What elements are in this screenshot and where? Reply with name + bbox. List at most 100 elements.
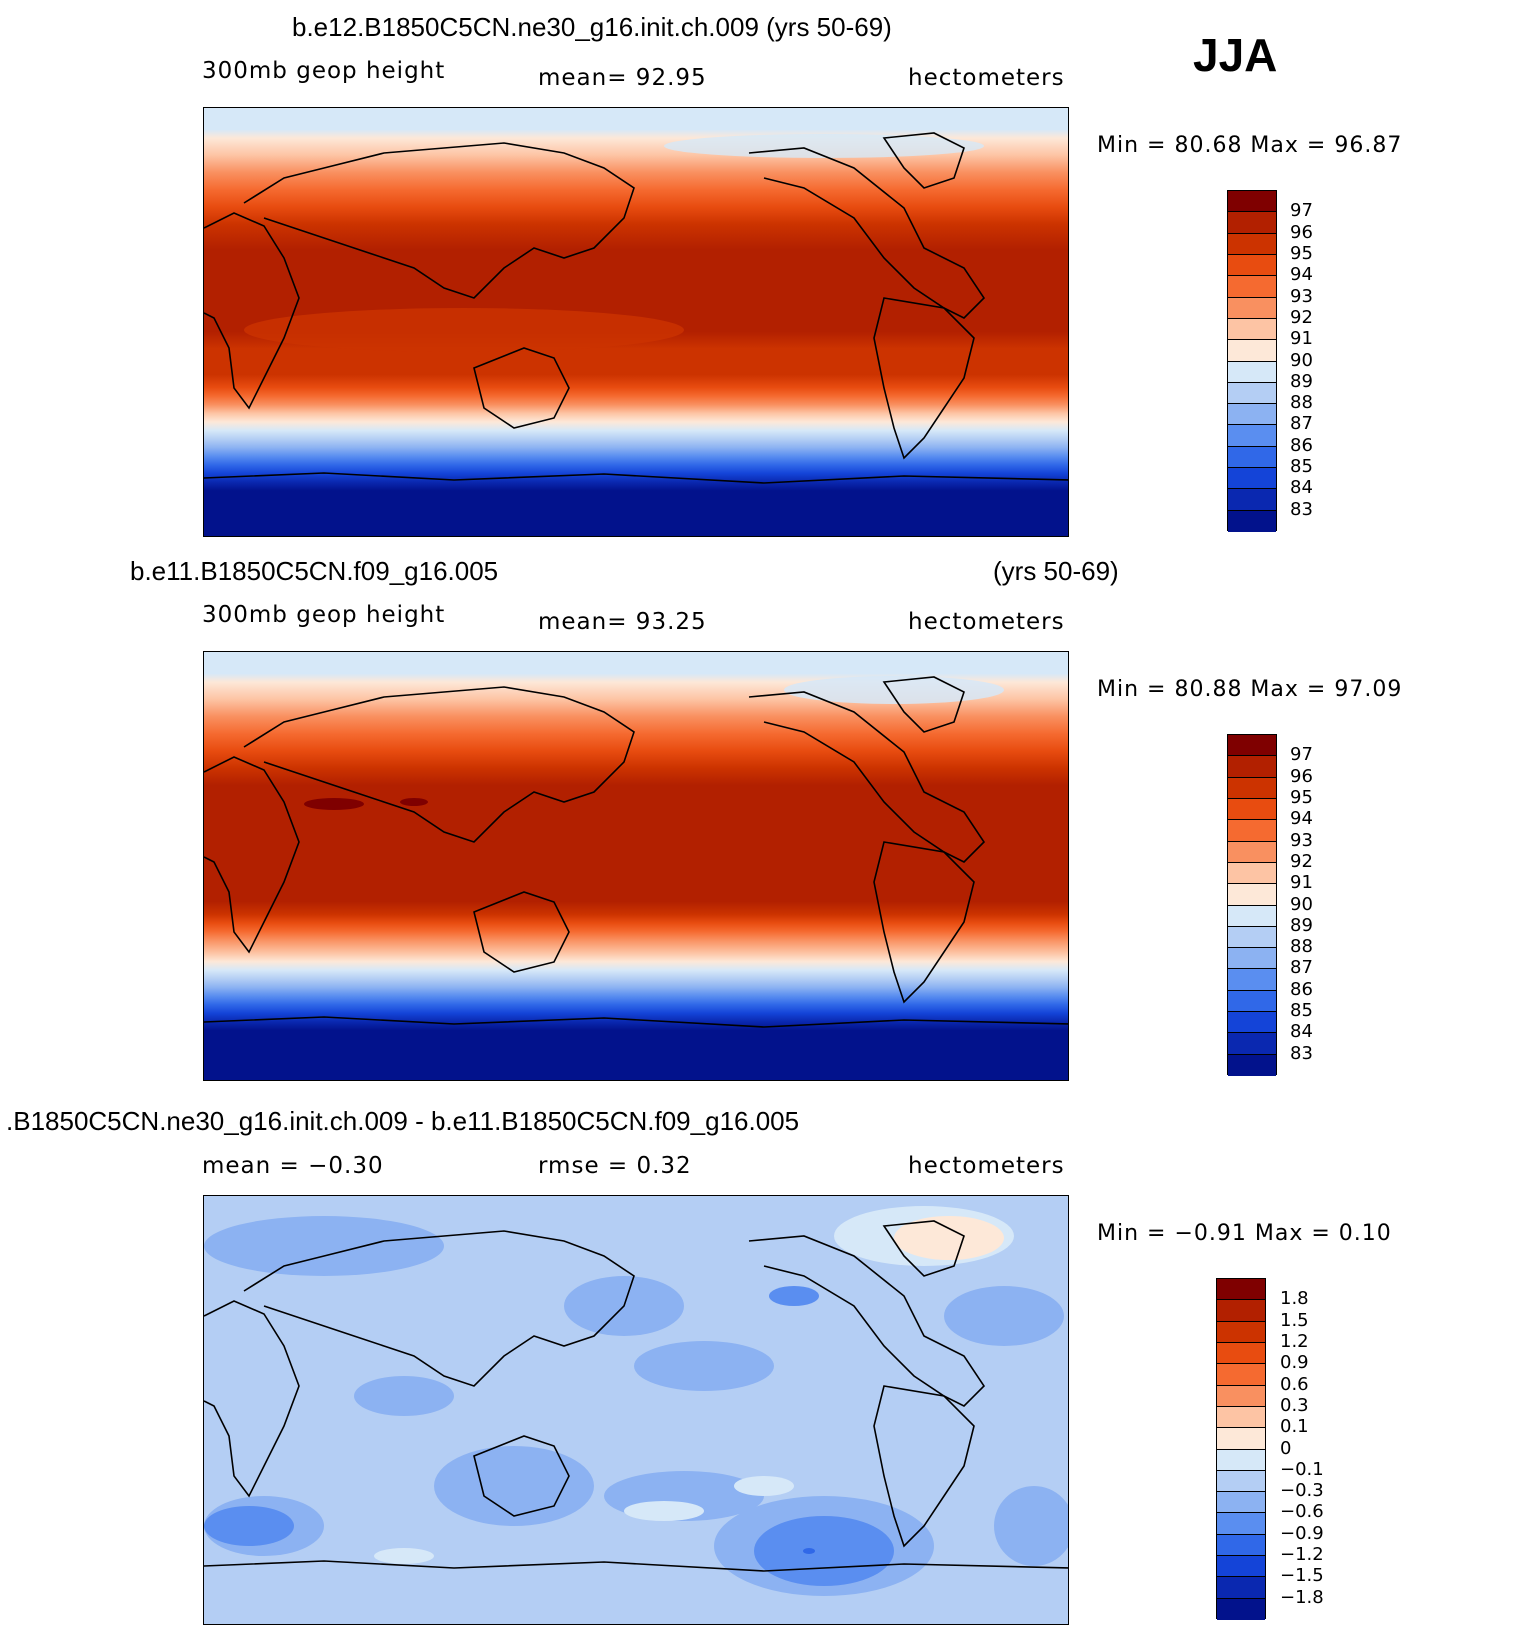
colorbar-swatch — [1228, 756, 1276, 778]
colorbar-swatch — [1217, 1406, 1265, 1429]
colorbar-swatch — [1228, 340, 1276, 362]
colorbar-tick-label: 88 — [1290, 392, 1313, 414]
colorbar-swatch — [1217, 1428, 1265, 1450]
colorbar-swatch — [1228, 191, 1276, 213]
colorbar-tick-label: −1.8 — [1280, 1586, 1324, 1608]
colorbar-swatch — [1228, 990, 1276, 1013]
colorbar-tick-label: 96 — [1290, 221, 1313, 243]
panel2-title: b.e11.B1850C5CN.f09_g16.005 — [130, 556, 499, 586]
panel2-mean: mean= 93.25 — [538, 609, 707, 635]
colorbar-swatch — [1228, 212, 1276, 234]
colorbar-tick-label: 91 — [1290, 872, 1313, 894]
colorbar-swatch — [1217, 1279, 1265, 1301]
colorbar-swatch — [1217, 1300, 1265, 1322]
colorbar-swatch — [1217, 1513, 1265, 1535]
panel2-colorbar — [1227, 734, 1277, 1076]
colorbar-tick-label: 0.9 — [1280, 1352, 1309, 1374]
panel3-mean: mean = −0.30 — [202, 1153, 384, 1179]
colorbar-swatch — [1228, 1033, 1276, 1055]
colorbar-swatch — [1228, 926, 1276, 949]
colorbar-swatch — [1217, 1364, 1265, 1386]
colorbar-tick-label: 1.2 — [1280, 1330, 1309, 1352]
colorbar-tick-label: 0.3 — [1280, 1394, 1309, 1416]
colorbar-tick-label: 84 — [1290, 477, 1313, 499]
colorbar-swatch — [1228, 820, 1276, 842]
panel2-years: (yrs 50-69) — [993, 556, 1119, 586]
colorbar-tick-label: 83 — [1290, 498, 1313, 520]
colorbar-swatch — [1217, 1534, 1265, 1557]
colorbar-swatch — [1228, 862, 1276, 885]
colorbar-swatch — [1228, 510, 1276, 532]
panel2-units: hectometers — [908, 609, 1065, 635]
panel2-minmax: Min = 80.88 Max = 97.09 — [1097, 677, 1403, 702]
colorbar-tick-label: 90 — [1290, 893, 1313, 915]
colorbar-tick-label: 89 — [1290, 370, 1313, 392]
panel3-map — [203, 1195, 1069, 1625]
colorbar-tick-label: −0.9 — [1280, 1522, 1324, 1544]
panel1-variable: 300mb geop height — [202, 58, 446, 84]
panel1-minmax: Min = 80.68 Max = 96.87 — [1097, 133, 1403, 158]
panel2-map — [203, 651, 1069, 1081]
colorbar-swatch — [1228, 318, 1276, 341]
colorbar-tick-label: 90 — [1290, 349, 1313, 371]
colorbar-tick-label: 83 — [1290, 1042, 1313, 1064]
colorbar-swatch — [1228, 884, 1276, 906]
colorbar-swatch — [1228, 468, 1276, 490]
colorbar-swatch — [1228, 297, 1276, 319]
colorbar-tick-label: 87 — [1290, 957, 1313, 979]
colorbar-swatch — [1217, 1449, 1265, 1471]
panel3-rmse: rmse = 0.32 — [538, 1153, 692, 1179]
colorbar-tick-label: 85 — [1290, 456, 1313, 478]
colorbar-tick-label: 88 — [1290, 936, 1313, 958]
colorbar-swatch — [1228, 1054, 1276, 1076]
panel3-title: .B1850C5CN.ne30_g16.init.ch.009 - b.e11.… — [6, 1106, 800, 1136]
colorbar-tick-label: 92 — [1290, 850, 1313, 872]
colorbar-tick-label: 93 — [1290, 829, 1313, 851]
colorbar-tick-label: 92 — [1290, 306, 1313, 328]
colorbar-swatch — [1228, 841, 1276, 863]
colorbar-tick-label: 0.1 — [1280, 1416, 1309, 1438]
panel1-units: hectometers — [908, 65, 1065, 91]
colorbar-swatch — [1228, 735, 1276, 757]
colorbar-tick-label: −1.5 — [1280, 1565, 1324, 1587]
colorbar-swatch — [1217, 1470, 1265, 1493]
colorbar-swatch — [1217, 1577, 1265, 1599]
panel3-colorbar — [1216, 1278, 1266, 1620]
colorbar-tick-label: −0.6 — [1280, 1501, 1324, 1523]
colorbar-tick-label: 91 — [1290, 328, 1313, 350]
colorbar-tick-label: 94 — [1290, 808, 1313, 830]
panel1-title: b.e12.B1850C5CN.ne30_g16.init.ch.009 (yr… — [292, 12, 892, 42]
colorbar-tick-label: −1.2 — [1280, 1544, 1324, 1566]
colorbar-swatch — [1217, 1385, 1265, 1407]
colorbar-swatch — [1228, 276, 1276, 298]
colorbar-tick-label: 97 — [1290, 200, 1313, 222]
colorbar-swatch — [1228, 489, 1276, 511]
colorbar-swatch — [1228, 1012, 1276, 1034]
colorbar-tick-label: 0.6 — [1280, 1373, 1309, 1395]
colorbar-swatch — [1217, 1342, 1265, 1365]
colorbar-tick-label: 94 — [1290, 264, 1313, 286]
colorbar-swatch — [1228, 798, 1276, 821]
colorbar-swatch — [1217, 1556, 1265, 1578]
colorbar-swatch — [1217, 1492, 1265, 1514]
panel1-colorbar — [1227, 190, 1277, 532]
colorbar-tick-label: 87 — [1290, 413, 1313, 435]
colorbar-swatch — [1228, 446, 1276, 469]
colorbar-swatch — [1228, 948, 1276, 970]
colorbar-tick-label: 84 — [1290, 1021, 1313, 1043]
colorbar-swatch — [1228, 233, 1276, 255]
colorbar-swatch — [1217, 1321, 1265, 1343]
colorbar-tick-label: 0 — [1280, 1437, 1292, 1459]
colorbar-swatch — [1217, 1598, 1265, 1620]
season-label: JJA — [1193, 29, 1278, 81]
colorbar-tick-label: 95 — [1290, 786, 1313, 808]
panel1-map — [203, 107, 1069, 537]
colorbar-tick-label: −0.1 — [1280, 1458, 1324, 1480]
colorbar-swatch — [1228, 905, 1276, 927]
panel2-variable: 300mb geop height — [202, 602, 446, 628]
panel3-units: hectometers — [908, 1153, 1065, 1179]
colorbar-swatch — [1228, 404, 1276, 426]
panel1-mean: mean= 92.95 — [538, 65, 707, 91]
colorbar-swatch — [1228, 254, 1276, 277]
colorbar-swatch — [1228, 361, 1276, 383]
